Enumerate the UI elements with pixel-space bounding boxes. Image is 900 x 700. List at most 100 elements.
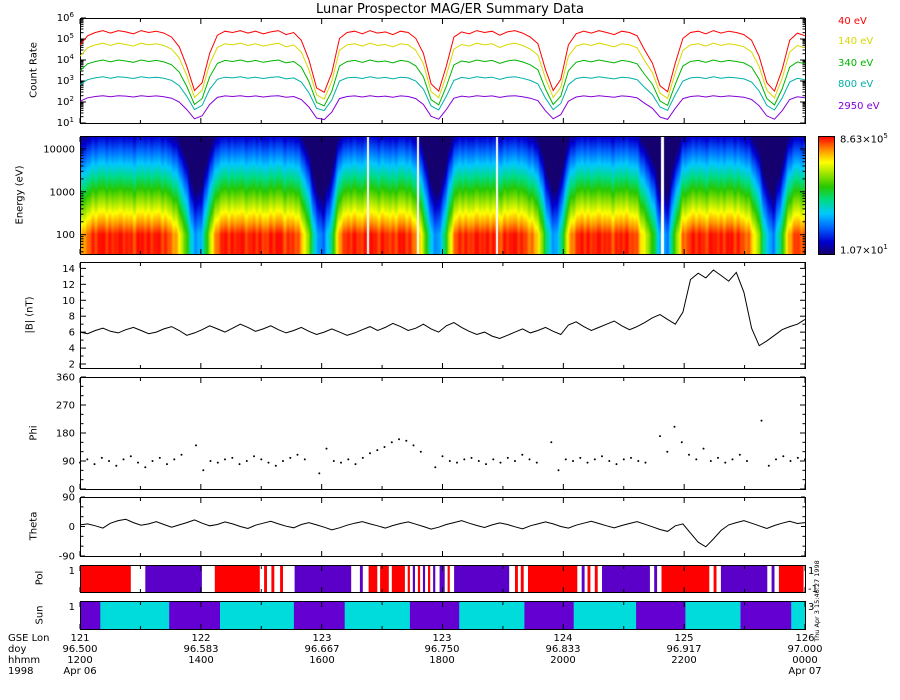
phi-point [79,461,81,464]
x-tick-col-6: 126 97.000 0000 Apr 07 [773,633,837,677]
phi-point [695,458,698,461]
pol-segment [280,565,283,592]
x-tick-gse-lon: 124 [553,633,573,644]
pol-segment [294,565,352,592]
pol-segment [433,565,436,592]
phi-point [86,458,89,461]
y-tick-label: 180 [56,429,75,440]
log-tick-label: 102 [57,95,74,108]
x-tick-doy: 96.833 [545,644,581,655]
phi-point [390,441,393,444]
pol-segment [264,565,267,592]
sun-segment [636,601,686,629]
pol-right-tick-label: 1 [808,566,814,577]
y-tick-label: 2 [69,360,75,371]
sun-left-tick-label: 1 [69,602,75,613]
phi-point [405,439,408,442]
ylabel-pol: Pol [34,570,46,586]
pol-segment [454,565,510,592]
x-row-label-gse-lon: GSE Lon [8,633,50,644]
x-tick-date [410,666,474,677]
phi-point [528,458,531,461]
pol-segment [380,565,389,592]
phi-point [702,447,705,450]
colorbar-max-label: 8.63×105 [840,132,888,145]
x-tick-hhmm: 1400 [188,655,214,666]
y-tick-label: 10 [62,296,75,307]
series-800eV [79,76,806,112]
colorbar-min-mantissa: 1.07×10 [840,245,884,257]
pol-segment [587,565,591,592]
ylabel-count-rate: Count Rate [28,42,40,98]
pol-segment [439,565,445,592]
phi-point [775,458,777,461]
phi-point [412,444,415,447]
phi-point [738,453,741,456]
y-tick-label: 12 [62,280,75,291]
phi-point [361,456,364,459]
sun-segment [169,601,220,629]
phi-point [398,438,400,441]
y-tick-label: 0 [69,522,75,533]
phi-point [267,461,270,464]
colorbar-max-exp: 5 [883,132,888,140]
pol-segment [271,565,275,592]
phi-point [782,455,785,458]
phi-point [564,458,567,461]
phi-point [622,458,625,461]
x-tick-date [290,666,354,677]
phi-point [318,472,321,475]
phi-point [535,461,538,464]
series-140eV [79,42,806,100]
phi-point [369,452,371,455]
phi-point [137,461,139,464]
x-tick-date: Apr 06 [63,666,97,677]
plot-generation-timestamp: Thu Apr 3 15:46:27 1998 [813,560,821,642]
y-tick-label: 270 [56,401,75,412]
phi-point [434,466,437,469]
sun-frame [80,601,806,630]
phi-point [760,419,763,422]
bmag-line [79,269,806,347]
x-axis-row-labels: GSE Lon doy hhmm 1998 [8,633,49,677]
phi-point [550,441,553,444]
pol-segment [520,565,524,592]
phi-point [470,456,473,459]
x-tick-date: Apr 07 [788,666,822,677]
x-tick-gse-lon: 123 [312,633,332,644]
phi-point [514,460,516,462]
phi-point [630,456,632,459]
sun-segment [80,601,101,629]
phi-point [499,461,502,464]
x-tick-col-2: 123 96.667 1600 [290,633,354,677]
y-tick-label: 14 [62,264,75,275]
pol-left-tick-label: 1 [69,566,75,577]
x-tick-gse-lon: 122 [191,633,211,644]
phi-point [289,456,292,459]
pol-segment [515,565,518,592]
pol-segment [581,565,585,592]
phi-point [195,444,197,447]
pol-segment [713,565,717,592]
phi-point [659,435,661,438]
pol-segment [771,565,775,592]
bmag-frame [80,262,806,369]
series-340eV [79,59,806,107]
legend-340ev: 340 eV [838,58,874,69]
pol-segment [654,565,658,592]
phi-point [579,456,582,459]
pol-segment [407,565,410,592]
phi-point [332,460,335,462]
phi-point [666,450,669,453]
x-tick-doy: 96.500 [62,644,98,655]
phi-point [746,460,748,462]
ylabel-bmag: |B| (nT) [24,296,36,334]
pol-segment [602,565,650,592]
pol-segment [447,565,450,592]
phi-point [354,463,357,466]
phi-point [231,456,234,459]
pol-frame [80,565,806,593]
legend-2950ev: 2950 eV [838,101,880,112]
phi-point [347,458,350,461]
phi-point [731,458,734,461]
